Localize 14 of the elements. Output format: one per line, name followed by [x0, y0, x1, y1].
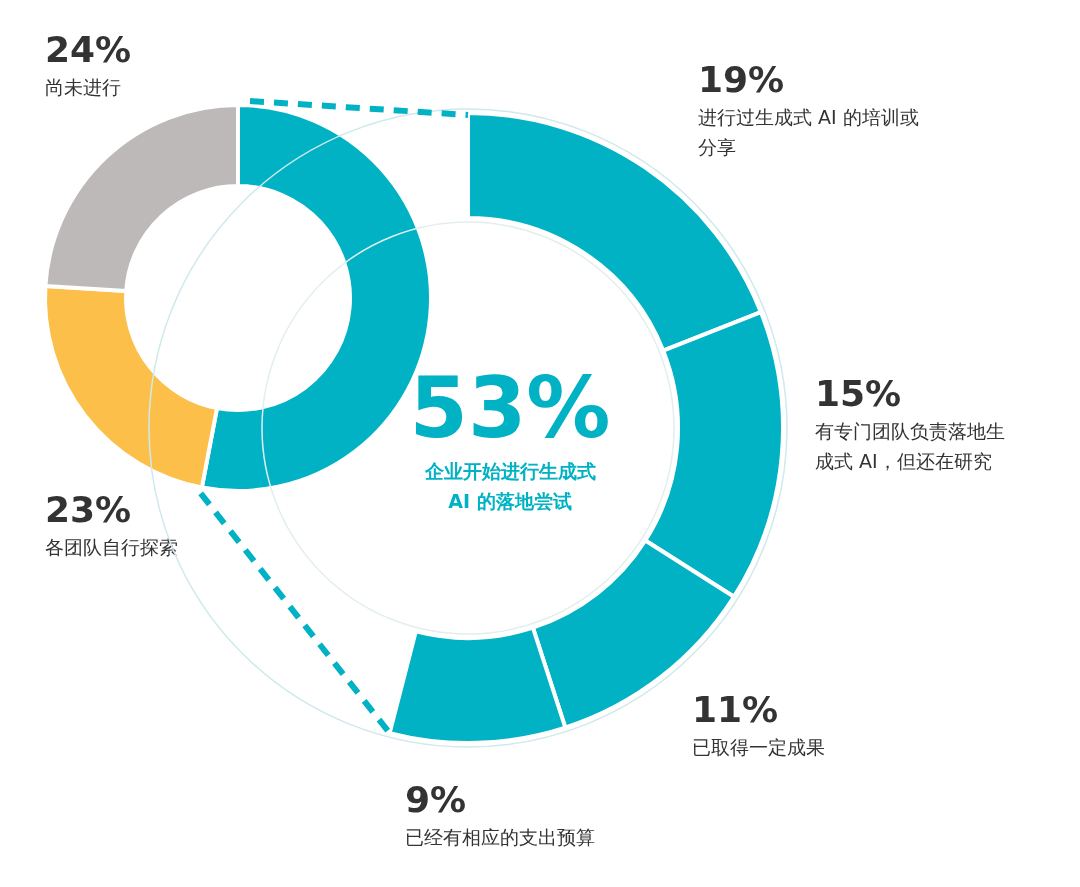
- slice-label: 尚未进行: [45, 75, 122, 100]
- data-label: 24%: [45, 28, 133, 72]
- data-label: 15%: [815, 372, 903, 416]
- data-label: 23%: [45, 488, 133, 532]
- data-label: 9%: [405, 778, 468, 822]
- slice-label: 有专门团队负责落地生成式 AI，但还在研究: [815, 419, 1006, 474]
- slice-label: 企业开始进行生成式 AI 的落地尝试: [423, 459, 597, 514]
- slice-label: 进行过生成式 AI 的培训或分享: [698, 105, 920, 160]
- data-label: 53%: [408, 359, 612, 457]
- data-label: 19%: [698, 58, 786, 102]
- data-label: 11%: [692, 688, 780, 732]
- slice-label: 已取得一定成果: [692, 735, 826, 760]
- slice-label: 各团队自行探索: [45, 535, 179, 560]
- slice-label: 已经有相应的支出预算: [405, 825, 596, 850]
